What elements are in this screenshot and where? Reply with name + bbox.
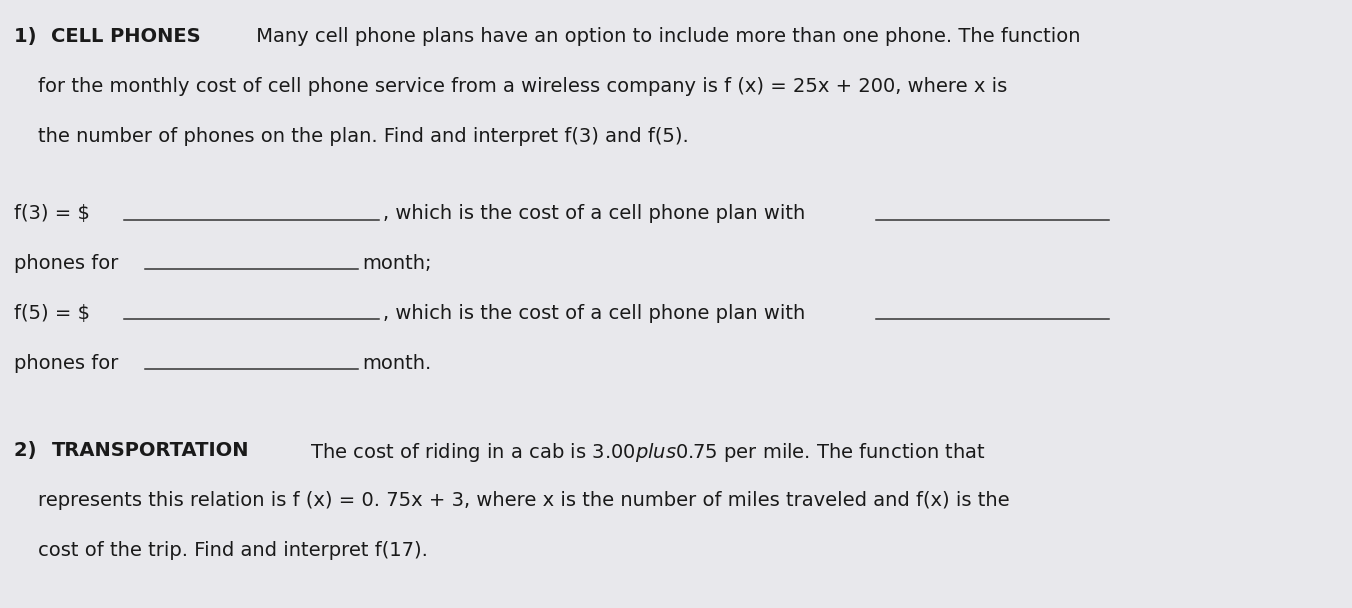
Text: represents this relation is f (x) = 0. 75x + 3, where x is the number of miles t: represents this relation is f (x) = 0. 7… [38,491,1010,510]
Text: for the monthly cost of cell phone service from a wireless company is f (x) = 25: for the monthly cost of cell phone servi… [38,77,1007,96]
Text: cost of the trip. Find and interpret f(17).: cost of the trip. Find and interpret f(1… [38,541,427,560]
Text: CELL PHONES: CELL PHONES [51,27,201,46]
Text: f(3) = $: f(3) = $ [14,204,89,223]
Text: the number of phones on the plan. Find and interpret f(3) and f(5).: the number of phones on the plan. Find a… [38,127,688,146]
Text: 1): 1) [14,27,43,46]
Text: Many cell phone plans have an option to include more than one phone. The functio: Many cell phone plans have an option to … [250,27,1080,46]
Text: f(5) = $: f(5) = $ [14,304,89,323]
Text: , which is the cost of a cell phone plan with: , which is the cost of a cell phone plan… [383,204,804,223]
Text: phones for: phones for [14,354,118,373]
Text: month.: month. [362,354,431,373]
Text: 2): 2) [14,441,43,460]
Text: phones for: phones for [14,254,118,273]
Text: TRANSPORTATION: TRANSPORTATION [51,441,249,460]
Text: , which is the cost of a cell phone plan with: , which is the cost of a cell phone plan… [383,304,804,323]
Text: The cost of riding in a cab is $3.00 plus $0.75 per mile. The function that: The cost of riding in a cab is $3.00 plu… [304,441,986,464]
Text: month;: month; [362,254,431,273]
